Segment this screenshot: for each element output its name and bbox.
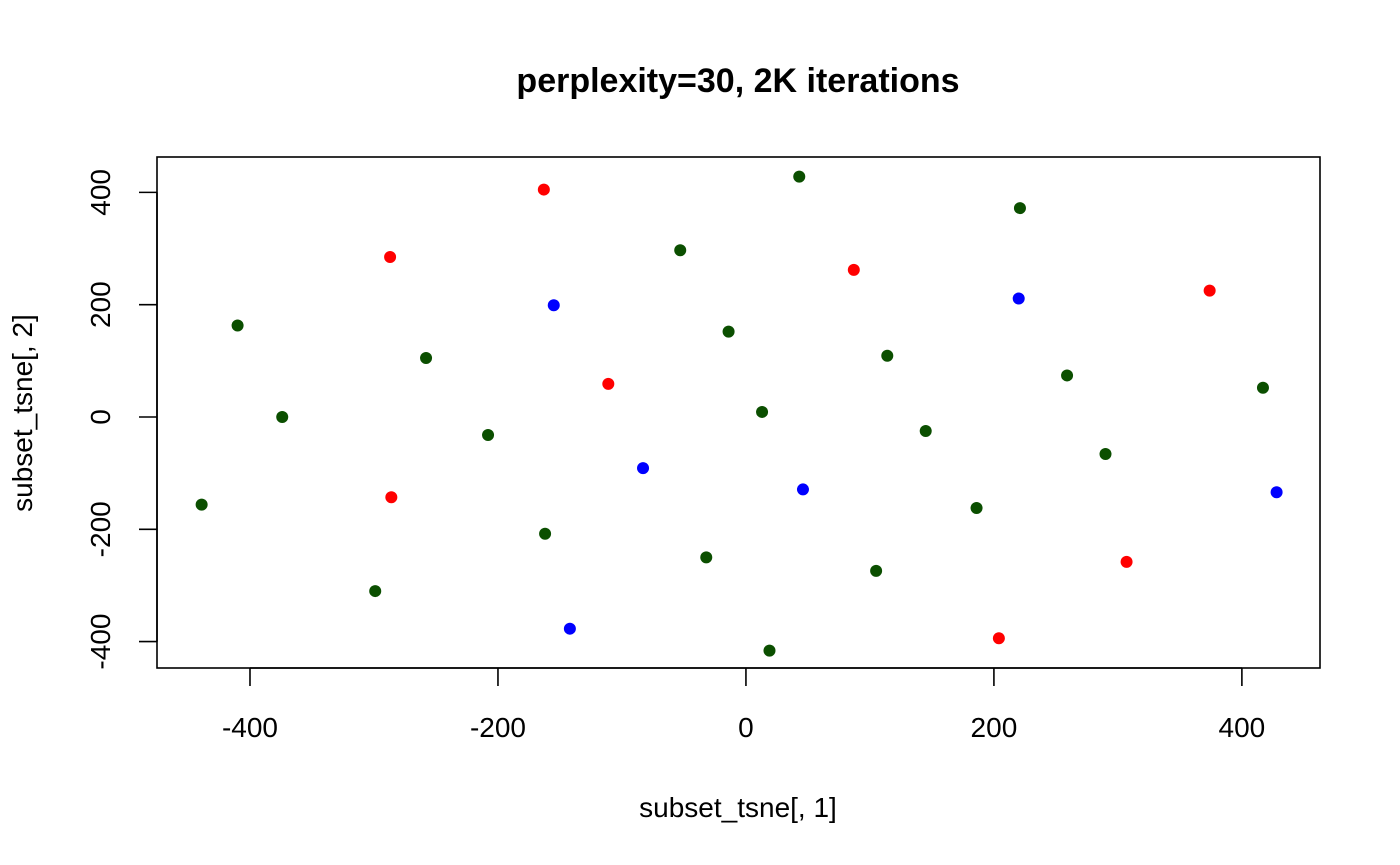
data-point-green	[763, 644, 776, 657]
y-tick-label: 200	[85, 281, 116, 328]
y-axis: -400 -200 0 200 400	[85, 169, 158, 670]
data-point-blue	[563, 622, 576, 635]
data-point-blue	[1012, 292, 1025, 305]
data-point-green	[1013, 202, 1026, 215]
y-tick-label: -400	[85, 614, 116, 670]
data-point-green	[231, 319, 244, 332]
x-tick-label: 400	[1219, 712, 1266, 743]
data-point-blue	[1270, 486, 1283, 499]
data-point-green	[195, 498, 208, 511]
x-tick-label: 0	[738, 712, 754, 743]
data-point-red	[992, 632, 1005, 645]
x-axis-label: subset_tsne[, 1]	[639, 792, 837, 823]
plot-frame	[156, 156, 1321, 669]
data-point-green	[870, 564, 883, 577]
data-point-blue	[637, 462, 650, 475]
data-point-green	[369, 585, 382, 598]
data-point-blue	[547, 299, 560, 312]
y-axis-label: subset_tsne[, 2]	[7, 314, 38, 512]
data-point-red	[1203, 284, 1216, 297]
x-tick-label: -400	[222, 712, 278, 743]
data-point-green	[674, 244, 687, 257]
y-tick-label: 0	[85, 409, 116, 425]
data-point-green	[722, 325, 735, 338]
data-point-red	[1120, 555, 1133, 568]
data-point-red	[847, 263, 860, 276]
data-point-green	[881, 349, 894, 362]
data-point-green	[276, 410, 289, 423]
x-tick-label: 200	[971, 712, 1018, 743]
data-point-green	[793, 170, 806, 183]
data-point-green	[420, 352, 433, 365]
data-point-green	[1256, 381, 1269, 394]
data-point-red	[385, 491, 398, 504]
x-tick-label: -200	[470, 712, 526, 743]
data-point-green	[756, 405, 769, 418]
data-point-red	[537, 183, 550, 196]
data-point-green	[700, 551, 713, 564]
data-point-green	[1061, 369, 1074, 382]
data-point-green	[1099, 448, 1112, 461]
chart-title: perplexity=30, 2K iterations	[516, 62, 959, 100]
data-point-blue	[796, 483, 809, 496]
y-tick-label: 400	[85, 169, 116, 216]
data-point-green	[482, 428, 495, 441]
x-axis: -400 -200 0 200 400	[222, 667, 1266, 743]
data-point-green	[539, 527, 552, 540]
data-points	[195, 170, 1283, 657]
data-point-green	[970, 501, 983, 514]
y-tick-label: -200	[85, 501, 116, 557]
data-point-red	[384, 250, 397, 263]
data-point-red	[602, 377, 615, 390]
data-point-green	[919, 425, 932, 438]
